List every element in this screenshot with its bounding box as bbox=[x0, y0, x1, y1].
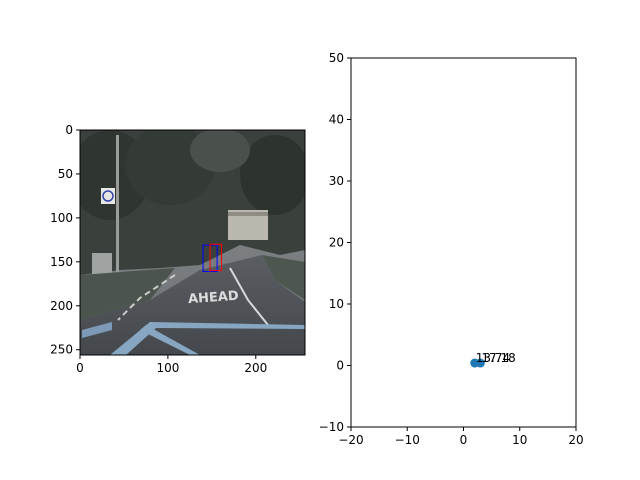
right-x-tick-label: −10 bbox=[395, 433, 420, 447]
camera-image-panel: AHEAD 0 100 200 0 50 100 150 200 250 bbox=[50, 123, 306, 375]
right-y-tick-label: 20 bbox=[329, 236, 344, 250]
left-x-tick-label: 0 bbox=[76, 361, 84, 375]
left-y-tick-label: 200 bbox=[50, 299, 73, 313]
right-y-tick-label: 50 bbox=[329, 51, 344, 65]
left-x-tick-label: 100 bbox=[156, 361, 179, 375]
camera-image: AHEAD bbox=[80, 130, 305, 355]
right-y-tick-label: 40 bbox=[329, 113, 344, 127]
right-x-tick-label: 20 bbox=[568, 433, 583, 447]
left-y-tick-label: 50 bbox=[58, 167, 73, 181]
left-x-tick-label: 200 bbox=[244, 361, 267, 375]
scatter-point-label: 13.74 bbox=[476, 351, 510, 365]
right-y-tick-label: 30 bbox=[329, 174, 344, 188]
detection-boxes bbox=[202, 243, 223, 273]
detection-box bbox=[209, 243, 223, 272]
scatter-point-label: 17.18 bbox=[481, 351, 515, 365]
left-y-tick-label: 100 bbox=[50, 211, 73, 225]
left-axes-frame bbox=[79, 129, 306, 356]
right-y-tick-label: −10 bbox=[319, 420, 344, 434]
right-x-tick-label: 10 bbox=[512, 433, 527, 447]
right-axes-frame bbox=[350, 57, 577, 428]
right-x-tick-label: −20 bbox=[338, 433, 363, 447]
road-marking-text: AHEAD bbox=[188, 289, 240, 308]
left-axes-ticks: 0 100 200 0 50 100 150 200 250 bbox=[50, 123, 267, 375]
right-y-tick-label: 10 bbox=[329, 297, 344, 311]
scatter-point bbox=[475, 358, 485, 368]
right-y-tick-label: 0 bbox=[336, 359, 344, 373]
right-x-tick-label: 0 bbox=[460, 433, 468, 447]
left-y-tick-label: 250 bbox=[50, 343, 73, 357]
left-y-tick-label: 150 bbox=[50, 255, 73, 269]
left-y-tick-label: 0 bbox=[65, 123, 73, 137]
